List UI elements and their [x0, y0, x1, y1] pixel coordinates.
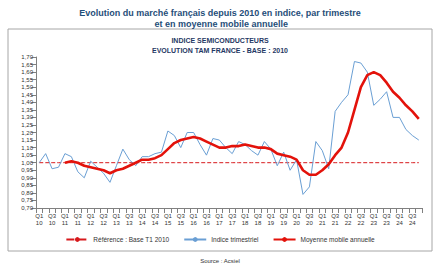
svg-text:Q3: Q3: [177, 213, 186, 219]
svg-text:18: 18: [255, 220, 262, 226]
svg-text:1,50: 1,50: [21, 84, 33, 90]
svg-text:1,70: 1,70: [21, 54, 33, 60]
svg-text:24: 24: [396, 220, 403, 226]
svg-text:Q1: Q1: [61, 213, 70, 219]
svg-text:Q1: Q1: [344, 213, 353, 219]
svg-text:14: 14: [139, 220, 146, 226]
svg-text:0,90: 0,90: [21, 175, 33, 181]
svg-text:et en moyenne mobile annuelle: et en moyenne mobile annuelle: [152, 19, 288, 29]
svg-text:Q3: Q3: [331, 213, 340, 219]
svg-text:Source : Acsiel: Source : Acsiel: [200, 258, 240, 264]
svg-text:20: 20: [293, 220, 300, 226]
svg-text:13: 13: [113, 220, 120, 226]
svg-text:15: 15: [177, 220, 184, 226]
svg-text:INDICE SEMICONDUCTEURS: INDICE SEMICONDUCTEURS: [171, 37, 269, 44]
svg-text:Q1: Q1: [293, 213, 302, 219]
svg-text:Q1: Q1: [138, 213, 147, 219]
svg-text:14: 14: [152, 220, 159, 226]
svg-text:Q1: Q1: [190, 213, 199, 219]
svg-text:13: 13: [126, 220, 133, 226]
svg-text:1,40: 1,40: [21, 99, 33, 105]
svg-text:10: 10: [36, 220, 43, 226]
svg-text:Q3: Q3: [357, 213, 366, 219]
svg-text:1,30: 1,30: [21, 114, 33, 120]
svg-text:Q1: Q1: [395, 213, 404, 219]
svg-text:23: 23: [383, 220, 390, 226]
svg-text:Q3: Q3: [408, 213, 417, 219]
svg-text:Q3: Q3: [305, 213, 314, 219]
svg-text:1,65: 1,65: [21, 62, 33, 68]
svg-text:Q1: Q1: [35, 213, 44, 219]
svg-text:Q1: Q1: [267, 213, 276, 219]
svg-text:22: 22: [345, 220, 352, 226]
svg-text:1,45: 1,45: [21, 92, 33, 98]
svg-text:15: 15: [165, 220, 172, 226]
svg-text:Evolution du marché français d: Evolution du marché français depuis 2010…: [79, 8, 361, 18]
svg-text:21: 21: [332, 220, 339, 226]
svg-text:Référence : Base T1 2010: Référence : Base T1 2010: [93, 236, 169, 243]
svg-text:Q1: Q1: [370, 213, 379, 219]
svg-text:Q3: Q3: [202, 213, 211, 219]
svg-text:1,35: 1,35: [21, 107, 33, 113]
svg-text:21: 21: [319, 220, 326, 226]
svg-text:Q3: Q3: [74, 213, 83, 219]
svg-text:24: 24: [409, 220, 416, 226]
svg-text:0,95: 0,95: [21, 167, 33, 173]
svg-text:Q3: Q3: [48, 213, 57, 219]
svg-text:EVOLUTION TAM FRANCE - BASE :: EVOLUTION TAM FRANCE - BASE : 2010: [152, 47, 288, 54]
svg-text:23: 23: [370, 220, 377, 226]
svg-text:1,00: 1,00: [21, 160, 33, 166]
svg-text:1,55: 1,55: [21, 77, 33, 83]
svg-text:Q1: Q1: [87, 213, 96, 219]
svg-text:Q3: Q3: [280, 213, 289, 219]
svg-text:12: 12: [100, 220, 107, 226]
svg-text:18: 18: [242, 220, 249, 226]
svg-text:17: 17: [216, 220, 223, 226]
svg-text:16: 16: [190, 220, 197, 226]
svg-text:19: 19: [267, 220, 274, 226]
svg-text:12: 12: [87, 220, 94, 226]
svg-text:0,80: 0,80: [21, 190, 33, 196]
svg-text:16: 16: [203, 220, 210, 226]
svg-text:1,15: 1,15: [21, 137, 33, 143]
svg-text:Q1: Q1: [241, 213, 250, 219]
svg-text:Q3: Q3: [151, 213, 160, 219]
svg-text:11: 11: [75, 220, 82, 226]
svg-text:Indice trimestriel: Indice trimestriel: [211, 236, 259, 243]
svg-text:Q1: Q1: [215, 213, 224, 219]
svg-text:Q1: Q1: [318, 213, 327, 219]
svg-text:Q1: Q1: [164, 213, 173, 219]
svg-text:Q3: Q3: [254, 213, 263, 219]
svg-text:22: 22: [358, 220, 365, 226]
svg-text:11: 11: [62, 220, 69, 226]
svg-text:1,60: 1,60: [21, 69, 33, 75]
svg-text:0,75: 0,75: [21, 197, 33, 203]
svg-text:1,10: 1,10: [21, 145, 33, 151]
svg-text:Q1: Q1: [112, 213, 121, 219]
svg-text:Q3: Q3: [100, 213, 109, 219]
svg-text:Q3: Q3: [125, 213, 134, 219]
svg-text:Moyenne mobile annuelle: Moyenne mobile annuelle: [301, 236, 375, 244]
svg-text:19: 19: [280, 220, 287, 226]
svg-text:20: 20: [306, 220, 313, 226]
svg-text:1,25: 1,25: [21, 122, 33, 128]
svg-text:0,70: 0,70: [21, 205, 33, 211]
svg-text:1,05: 1,05: [21, 152, 33, 158]
svg-text:Q3: Q3: [383, 213, 392, 219]
svg-text:Q3: Q3: [228, 213, 237, 219]
svg-text:0,85: 0,85: [21, 182, 33, 188]
svg-text:1,20: 1,20: [21, 130, 33, 136]
svg-text:10: 10: [49, 220, 56, 226]
svg-text:17: 17: [229, 220, 236, 226]
